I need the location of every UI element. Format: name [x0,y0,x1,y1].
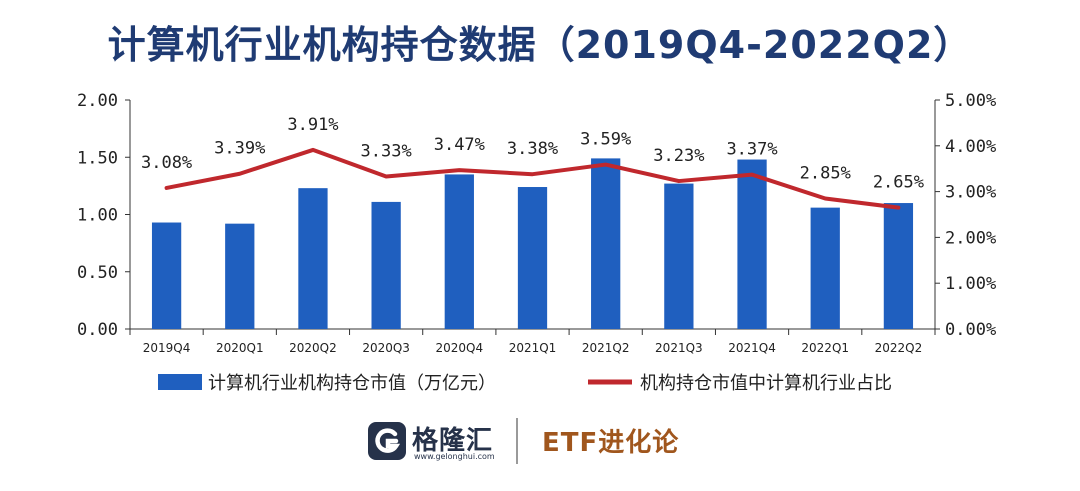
y-tick-left-label: 0.50 [77,263,118,283]
data-label: 2.65% [873,173,924,193]
bar [371,201,401,329]
y-tick-right-label: 4.00% [945,137,996,157]
y-tick-right-label: 2.00% [945,228,996,248]
bar [883,203,914,329]
x-tick-label: 2020Q2 [289,341,337,355]
x-tick-label: 2020Q1 [216,341,264,355]
y-tick-right-label: 3.00% [945,183,996,203]
x-tick-label: 2021Q2 [582,341,630,355]
y-tick-right-label: 1.00% [945,274,996,294]
x-tick-label: 2020Q3 [362,341,410,355]
series-line [164,147,901,210]
data-label: 3.91% [287,115,338,135]
x-tick-label: 2021Q3 [655,341,703,355]
bar [810,207,840,329]
y-tick-left-label: 0.00 [77,320,118,340]
y-tick-left-label: 1.50 [77,148,118,168]
data-label: 3.47% [434,135,485,155]
data-label: 3.33% [361,141,412,161]
y-tick-right-label: 0.00% [945,320,996,340]
legend-label-bar: 计算机行业机构持仓市值（万亿元） [208,373,496,394]
partner-name: ETF进化论 [542,428,680,458]
data-label: 2.85% [800,163,851,183]
x-tick-label: 2022Q2 [875,341,923,355]
bar [664,183,694,329]
bar [298,188,328,329]
footer-divider [516,418,518,464]
data-label: 3.39% [214,139,265,159]
legend-label-line: 机构持仓市值中计算机行业占比 [640,373,892,394]
x-tick-label: 2019Q4 [143,341,191,355]
x-tick-label: 2020Q4 [436,341,484,355]
data-label: 3.38% [507,139,558,159]
y-tick-left-label: 1.00 [77,206,118,226]
bar [737,159,767,329]
brand-name: 格隆汇 [412,426,494,456]
data-label: 3.23% [653,146,704,166]
gelonghui-logo-icon [368,422,406,460]
x-tick-label: 2021Q1 [509,341,557,355]
footer: 格隆汇 www.gelonghui.com ETF进化论 [0,412,1080,476]
bar [444,174,474,329]
y-tick-left-label: 2.00 [77,91,118,111]
bar [517,187,548,329]
x-tick-label: 2022Q1 [801,341,849,355]
bar [591,158,621,329]
legend-swatch-bar [158,374,202,390]
data-label: 3.08% [141,153,192,173]
chart: 0.00 0.50 1.00 1.50 2.00 0.00% 1.00% 2.00% 3.00%… [77,91,996,394]
bar [225,223,255,329]
y-tick-right-label: 5.00% [945,91,996,111]
data-label: 3.37% [726,140,777,160]
x-tick-label: 2021Q4 [728,341,776,355]
bar [151,222,182,329]
brand-url: www.gelonghui.com [414,452,495,461]
data-label: 3.59% [580,130,631,150]
chart-title: 计算机行业机构持仓数据（2019Q4-2022Q2） [107,23,973,67]
